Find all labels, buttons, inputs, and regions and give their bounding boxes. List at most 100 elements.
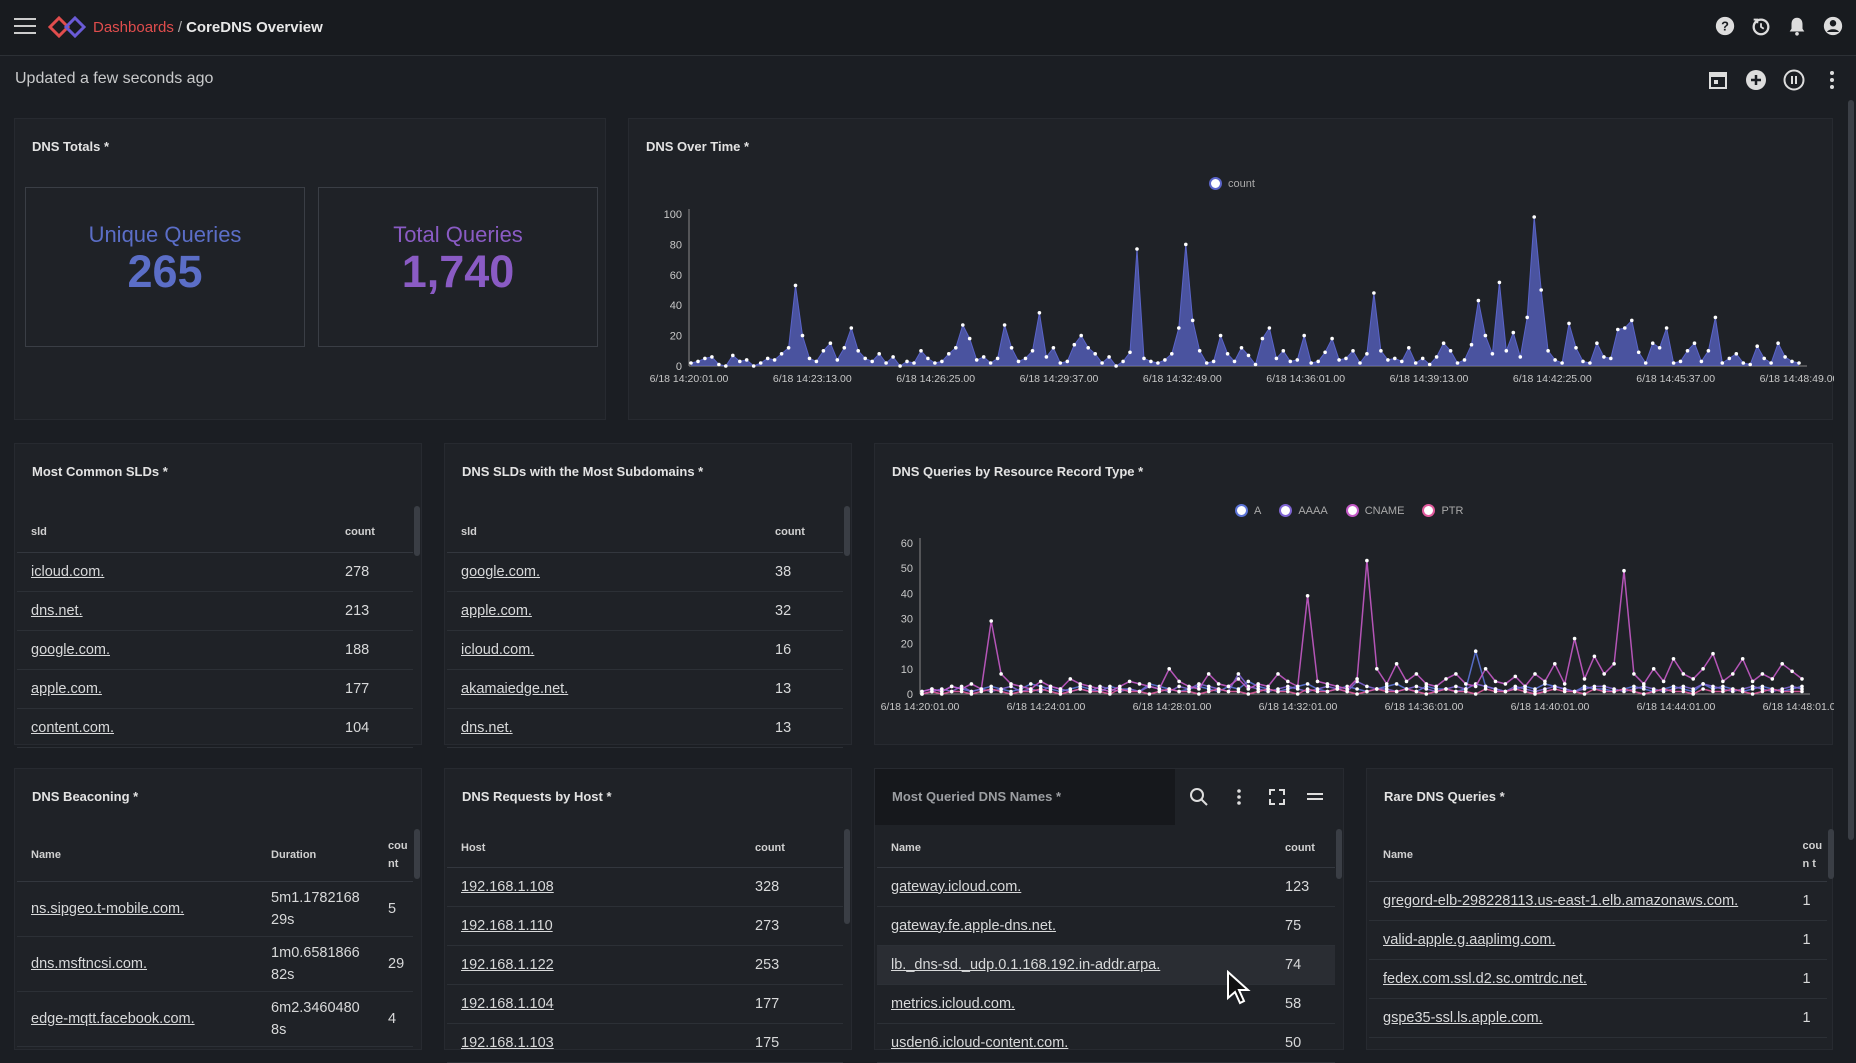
table-scrollbar[interactable] <box>844 829 850 924</box>
table-row[interactable]: gateway.icloud.com. 123 <box>877 867 1335 907</box>
table-row[interactable]: google.com. 38 <box>447 552 843 592</box>
table-cell-link[interactable]: 192.168.1.103 <box>461 1034 554 1051</box>
column-header-count[interactable]: coun t <box>1788 829 1827 882</box>
history-icon[interactable] <box>1750 15 1772 37</box>
breadcrumb-dashboards-link[interactable]: Dashboards <box>93 19 174 36</box>
table-cell-link[interactable]: 192.168.1.110 <box>461 917 553 934</box>
app-logo-icon[interactable] <box>48 16 86 38</box>
fullscreen-icon[interactable] <box>1267 787 1287 807</box>
table-scrollbar[interactable] <box>844 506 850 556</box>
table-row[interactable]: ns.sipgeo.t-mobile.com. 5m1.1782168 29s 5 <box>17 881 413 937</box>
table-row[interactable]: metrics.icloud.com. 58 <box>877 984 1335 1024</box>
column-header-sld[interactable]: sld <box>17 512 331 553</box>
table-cell-link[interactable]: usden6.icloud-content.com. <box>891 1034 1069 1051</box>
table-cell-link[interactable]: dns.net. <box>461 719 513 736</box>
table-cell-link[interactable]: google.com. <box>31 641 110 658</box>
table-row[interactable]: dns.net. 213 <box>17 591 413 631</box>
column-header-name[interactable]: Name <box>1369 829 1789 882</box>
table-cell-link[interactable]: akamaiedge.net. <box>461 680 569 697</box>
legend-item-aaaa[interactable]: AAAA <box>1279 504 1328 517</box>
table-cell-link[interactable]: dns.net. <box>31 602 83 619</box>
calendar-icon[interactable] <box>1706 68 1730 92</box>
table-scrollbar[interactable] <box>1828 829 1834 879</box>
column-header-sld[interactable]: sld <box>447 512 761 553</box>
table-cell-link[interactable]: google.com. <box>461 563 540 580</box>
data-point-A <box>1058 689 1063 694</box>
legend-item-ptr[interactable]: PTR <box>1422 504 1463 517</box>
unique-queries-value: 265 <box>127 246 203 297</box>
column-header-name[interactable]: Name <box>877 829 1271 868</box>
more-vertical-icon[interactable] <box>1229 787 1249 807</box>
table-cell-link[interactable]: edge-mqtt.facebook.com. <box>31 1010 195 1027</box>
pause-icon[interactable] <box>1782 68 1806 92</box>
table-cell-link[interactable]: gateway.fe.apple-dns.net. <box>891 917 1056 934</box>
more-icon[interactable] <box>1820 68 1844 92</box>
help-icon[interactable]: ? <box>1714 15 1736 37</box>
table-cell-link[interactable]: lb._dns-sd._udp.0.1.168.192.in-addr.arpa… <box>891 956 1161 973</box>
table-cell-link[interactable]: fedex.com.ssl.d2.sc.omtrdc.net. <box>1383 970 1587 987</box>
table-row[interactable]: 192.168.1.104 177 <box>447 984 843 1024</box>
table-row[interactable]: 192.168.1.110 273 <box>447 906 843 946</box>
column-header-count[interactable]: count <box>331 512 413 553</box>
table-cell-link[interactable]: valid-apple.g.aaplimg.com. <box>1383 931 1556 948</box>
table-cell-link[interactable]: gateway.icloud.com. <box>891 878 1022 895</box>
table-cell-link[interactable]: gspe35-ssl.ls.apple.com. <box>1383 1009 1543 1026</box>
table-row[interactable]: usden6.icloud-content.com. 50 <box>877 1023 1335 1063</box>
table-cell-link[interactable]: icloud.com. <box>461 641 535 658</box>
data-point-PTR <box>1790 689 1794 694</box>
menu-icon[interactable] <box>14 18 36 34</box>
table-cell-link[interactable]: dns.msftncsi.com. <box>31 955 148 972</box>
user-icon[interactable] <box>1822 15 1844 37</box>
table-cell-link[interactable]: 192.168.1.108 <box>461 878 554 895</box>
table-scrollbar[interactable] <box>414 506 420 556</box>
column-header-count[interactable]: count <box>1271 829 1335 868</box>
column-header-count[interactable]: count <box>761 512 843 553</box>
legend-item-count[interactable]: count <box>1209 177 1255 190</box>
table-cell-link[interactable]: metrics.icloud.com. <box>891 995 1016 1012</box>
table-row[interactable]: valid-apple.g.aaplimg.com. 1 <box>1369 920 1827 960</box>
table-row[interactable]: gspe35-ssl.ls.apple.com. 1 <box>1369 998 1827 1038</box>
column-header-name[interactable]: Name <box>17 829 258 882</box>
table-row[interactable]: icloud.com. 16 <box>447 630 843 670</box>
table-row[interactable]: akamaiedge.net. 13 <box>447 669 843 709</box>
table-row[interactable]: gateway.fe.apple-dns.net. 75 <box>877 906 1335 946</box>
table-row[interactable]: apple.com. 177 <box>17 669 413 709</box>
table-cell-link[interactable]: apple.com. <box>31 680 102 697</box>
data-point-A <box>1078 684 1082 689</box>
table-row[interactable]: fedex.com.ssl.d2.sc.omtrdc.net. 1 <box>1369 959 1827 999</box>
table-row[interactable]: 192.168.1.108 328 <box>447 867 843 907</box>
table-row[interactable]: 192.168.1.103 175 <box>447 1023 843 1063</box>
drag-handle-icon[interactable] <box>1305 787 1325 807</box>
table-cell-link[interactable]: content.com. <box>31 719 115 736</box>
search-icon[interactable] <box>1189 787 1209 807</box>
table-row[interactable]: icloud.com. 278 <box>17 552 413 592</box>
table-cell-link[interactable]: 192.168.1.122 <box>461 956 554 973</box>
table-row[interactable]: apple.com. 32 <box>447 591 843 631</box>
table-row[interactable]: content.com. 104 <box>17 708 413 748</box>
table-scrollbar[interactable] <box>1336 829 1342 879</box>
table-row[interactable]: lb._dns-sd._udp.0.1.168.192.in-addr.arpa… <box>877 945 1335 985</box>
table-cell-link[interactable]: 192.168.1.104 <box>461 995 554 1012</box>
legend-item-cname[interactable]: CNAME <box>1345 504 1404 517</box>
column-header-count[interactable]: cou nt <box>374 829 413 882</box>
bell-icon[interactable] <box>1786 15 1808 37</box>
table-cell-link[interactable]: gregord-elb-298228113.us-east-1.elb.amaz… <box>1383 892 1739 909</box>
table-cell-link[interactable]: icloud.com. <box>31 563 105 580</box>
table-row[interactable]: edge-mqtt.facebook.com. 6m2.3460480 8s 4 <box>17 991 413 1047</box>
add-icon[interactable] <box>1744 68 1768 92</box>
table-row[interactable]: gregord-elb-298228113.us-east-1.elb.amaz… <box>1369 881 1827 921</box>
table-row[interactable]: dns.net. 13 <box>447 708 843 748</box>
column-header-duration[interactable]: Duration <box>257 829 374 882</box>
column-header-host[interactable]: Host <box>447 829 741 868</box>
table-cell-link[interactable]: ns.sipgeo.t-mobile.com. <box>31 900 185 917</box>
table-row[interactable]: dns.msftncsi.com. 1m0.6581866 82s 29 <box>17 936 413 992</box>
data-point-CNAME <box>1404 679 1409 684</box>
table-scrollbar[interactable] <box>414 829 420 879</box>
column-header-count[interactable]: count <box>741 829 843 868</box>
table-cell-link[interactable]: apple.com. <box>461 602 532 619</box>
page-scrollbar[interactable] <box>1848 100 1854 840</box>
table-row[interactable]: google.com. 188 <box>17 630 413 670</box>
legend-item-a[interactable]: A <box>1235 504 1261 517</box>
table-row[interactable]: 192.168.1.122 253 <box>447 945 843 985</box>
table-cell: 192.168.1.110 <box>447 906 741 946</box>
